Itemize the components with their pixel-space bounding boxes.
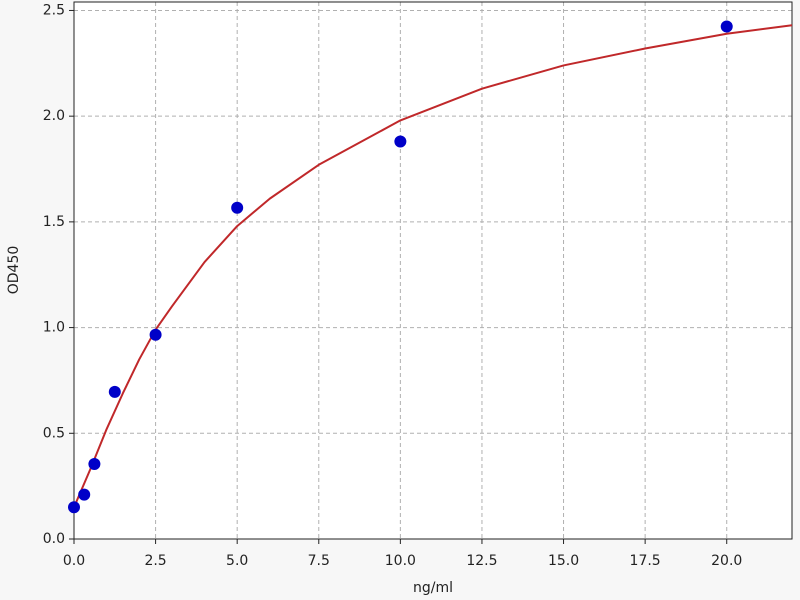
data-point [108,385,121,398]
plot-frame [73,1,793,540]
data-point [78,488,91,501]
y-tick-label: 1.5 [43,214,65,230]
data-point [149,328,162,341]
y-tick-label: 1.0 [43,320,65,336]
y-tick-label: 2.5 [43,2,65,18]
x-tick-label: 2.5 [144,553,166,569]
plot-area [74,2,792,539]
data-point [394,135,407,148]
x-tick-label: 17.5 [630,553,661,569]
y-axis-label: OD450 [6,246,22,295]
y-tick-label: 0.0 [43,531,65,547]
x-tick-label: 12.5 [466,553,497,569]
data-point [231,201,244,214]
x-tick-label: 10.0 [385,553,416,569]
x-tick-label: 7.5 [308,553,330,569]
fit-curve [73,24,793,508]
y-tick-label: 2.0 [43,108,65,124]
x-axis-label: ng/ml [413,580,453,596]
x-tick-label: 5.0 [226,553,248,569]
x-tick-label: 15.0 [548,553,579,569]
y-tick-label: 0.5 [43,425,65,441]
x-tick-label: 0.0 [63,553,85,569]
data-point [68,501,80,514]
data-point [720,20,733,33]
data-point [88,457,101,470]
x-tick-label: 20.0 [711,553,742,569]
